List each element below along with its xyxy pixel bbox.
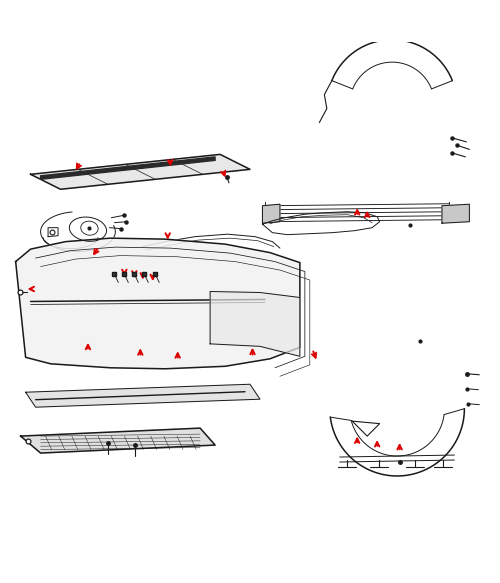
Polygon shape bbox=[16, 238, 300, 369]
Polygon shape bbox=[442, 204, 469, 223]
Polygon shape bbox=[262, 204, 280, 223]
Polygon shape bbox=[210, 292, 300, 356]
Polygon shape bbox=[26, 384, 260, 407]
Polygon shape bbox=[20, 428, 215, 453]
Polygon shape bbox=[30, 154, 250, 189]
Polygon shape bbox=[40, 157, 215, 180]
